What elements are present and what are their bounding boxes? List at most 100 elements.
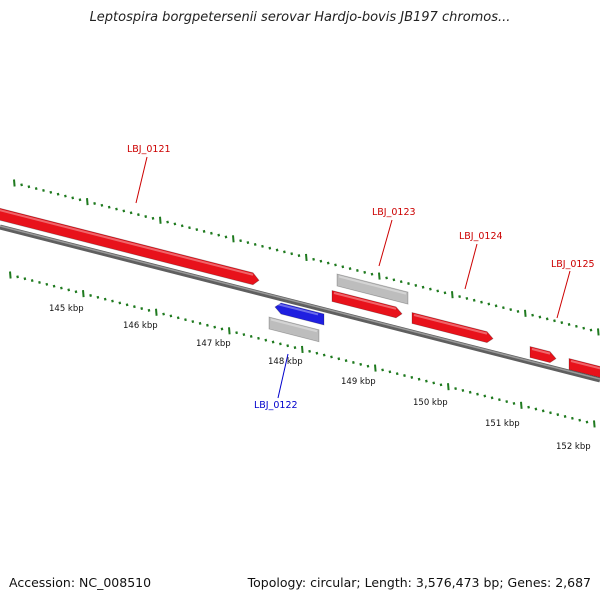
tick-row-lower xyxy=(9,271,596,428)
minor-tick xyxy=(392,278,396,282)
minor-tick xyxy=(283,250,286,254)
feature-grey-upper-sheen xyxy=(338,275,407,295)
minor-tick xyxy=(279,342,282,346)
gene-label-LBJ_0123[interactable]: LBJ_0123 xyxy=(372,207,416,218)
minor-tick xyxy=(78,198,82,202)
minor-tick xyxy=(27,185,31,189)
minor-tick xyxy=(16,275,19,279)
minor-tick xyxy=(202,229,206,233)
minor-tick xyxy=(458,295,461,299)
minor-tick xyxy=(366,364,370,368)
minor-tick xyxy=(531,313,534,317)
major-tick xyxy=(378,272,381,280)
minor-tick xyxy=(538,315,542,319)
ruler-label: 151 kbp xyxy=(485,419,520,429)
major-tick xyxy=(13,179,16,187)
minor-tick xyxy=(271,340,275,344)
minor-tick xyxy=(315,351,319,355)
leader-LBJ_0124 xyxy=(464,243,478,290)
gene-label-LBJ_0121[interactable]: LBJ_0121 xyxy=(127,144,171,155)
minor-tick xyxy=(541,409,545,413)
minor-tick xyxy=(417,377,421,381)
minor-tick xyxy=(60,286,63,290)
minor-tick xyxy=(399,280,403,284)
ruler-label: 152 kbp xyxy=(556,442,591,452)
gene-label-LBJ_0125[interactable]: LBJ_0125 xyxy=(551,259,595,270)
ruler-label: 149 kbp xyxy=(341,377,376,387)
chromosome-backbone xyxy=(0,224,600,383)
minor-tick xyxy=(326,261,330,265)
feature-grey-lower[interactable] xyxy=(268,316,320,343)
minor-tick xyxy=(133,305,136,309)
minor-tick xyxy=(162,312,165,316)
minor-tick xyxy=(224,235,228,239)
minor-tick xyxy=(188,226,191,230)
major-tick xyxy=(82,290,85,298)
minor-tick xyxy=(509,308,513,312)
minor-tick xyxy=(140,307,144,310)
minor-tick xyxy=(74,290,78,294)
minor-tick xyxy=(89,294,92,297)
major-tick xyxy=(451,291,454,299)
minor-tick xyxy=(239,239,242,243)
minor-tick xyxy=(246,241,250,245)
minor-tick xyxy=(100,203,104,207)
ruler-label: 148 kbp xyxy=(268,357,303,367)
minor-tick xyxy=(319,259,323,263)
gene-label-LBJ_0124[interactable]: LBJ_0124 xyxy=(459,231,503,242)
major-tick xyxy=(593,420,596,428)
gene-LBJ_0124[interactable] xyxy=(411,311,494,344)
gene-LBJ_0123-sheen xyxy=(333,292,397,310)
minor-tick xyxy=(261,244,264,248)
minor-tick xyxy=(589,328,593,332)
gene-LBJ_0122[interactable] xyxy=(274,302,325,326)
ruler-label: 147 kbp xyxy=(196,339,231,349)
gene-LBJ_0123[interactable] xyxy=(331,289,403,319)
gene-LBJ_0126-partial[interactable] xyxy=(568,357,600,379)
minor-tick xyxy=(264,338,268,342)
minor-tick xyxy=(359,362,363,366)
feature-track xyxy=(0,207,600,379)
minor-tick xyxy=(421,285,425,289)
major-tick xyxy=(228,327,231,335)
feature-grey-upper[interactable] xyxy=(336,273,409,305)
label-leader-lines xyxy=(135,156,571,399)
minor-tick xyxy=(483,394,487,398)
minor-tick xyxy=(122,209,126,213)
minor-tick xyxy=(385,276,388,280)
minor-tick xyxy=(472,298,476,302)
minor-tick xyxy=(363,270,367,274)
gene-LBJ_0121[interactable] xyxy=(0,207,260,286)
minor-tick xyxy=(312,257,315,261)
minor-tick xyxy=(129,211,133,215)
minor-tick xyxy=(52,284,56,288)
gene-LBJ_0125[interactable] xyxy=(529,345,557,364)
minor-tick xyxy=(125,303,129,307)
minor-tick xyxy=(64,194,67,198)
minor-tick xyxy=(567,323,571,326)
minor-tick xyxy=(381,368,384,372)
minor-tick xyxy=(407,282,410,285)
minor-tick xyxy=(137,213,140,217)
minor-tick xyxy=(432,381,436,385)
minor-tick xyxy=(242,333,246,337)
minor-tick xyxy=(388,370,392,374)
minor-tick xyxy=(370,272,374,276)
minor-tick xyxy=(111,299,114,303)
minor-tick xyxy=(71,196,75,200)
minor-tick xyxy=(439,383,443,387)
minor-tick xyxy=(268,246,272,250)
gene-label-LBJ_0122[interactable]: LBJ_0122 xyxy=(254,400,298,411)
minor-tick xyxy=(107,205,111,209)
minor-tick xyxy=(443,291,447,295)
minor-tick xyxy=(461,388,465,392)
leader-LBJ_0125 xyxy=(556,270,571,319)
minor-tick xyxy=(341,265,345,269)
feature-grey-lower-sheen xyxy=(270,318,318,333)
minor-tick xyxy=(563,415,567,418)
minor-tick xyxy=(191,320,195,324)
minor-tick xyxy=(527,405,530,409)
minor-tick xyxy=(173,222,177,226)
gene-LBJ_0125-sheen xyxy=(531,348,551,355)
